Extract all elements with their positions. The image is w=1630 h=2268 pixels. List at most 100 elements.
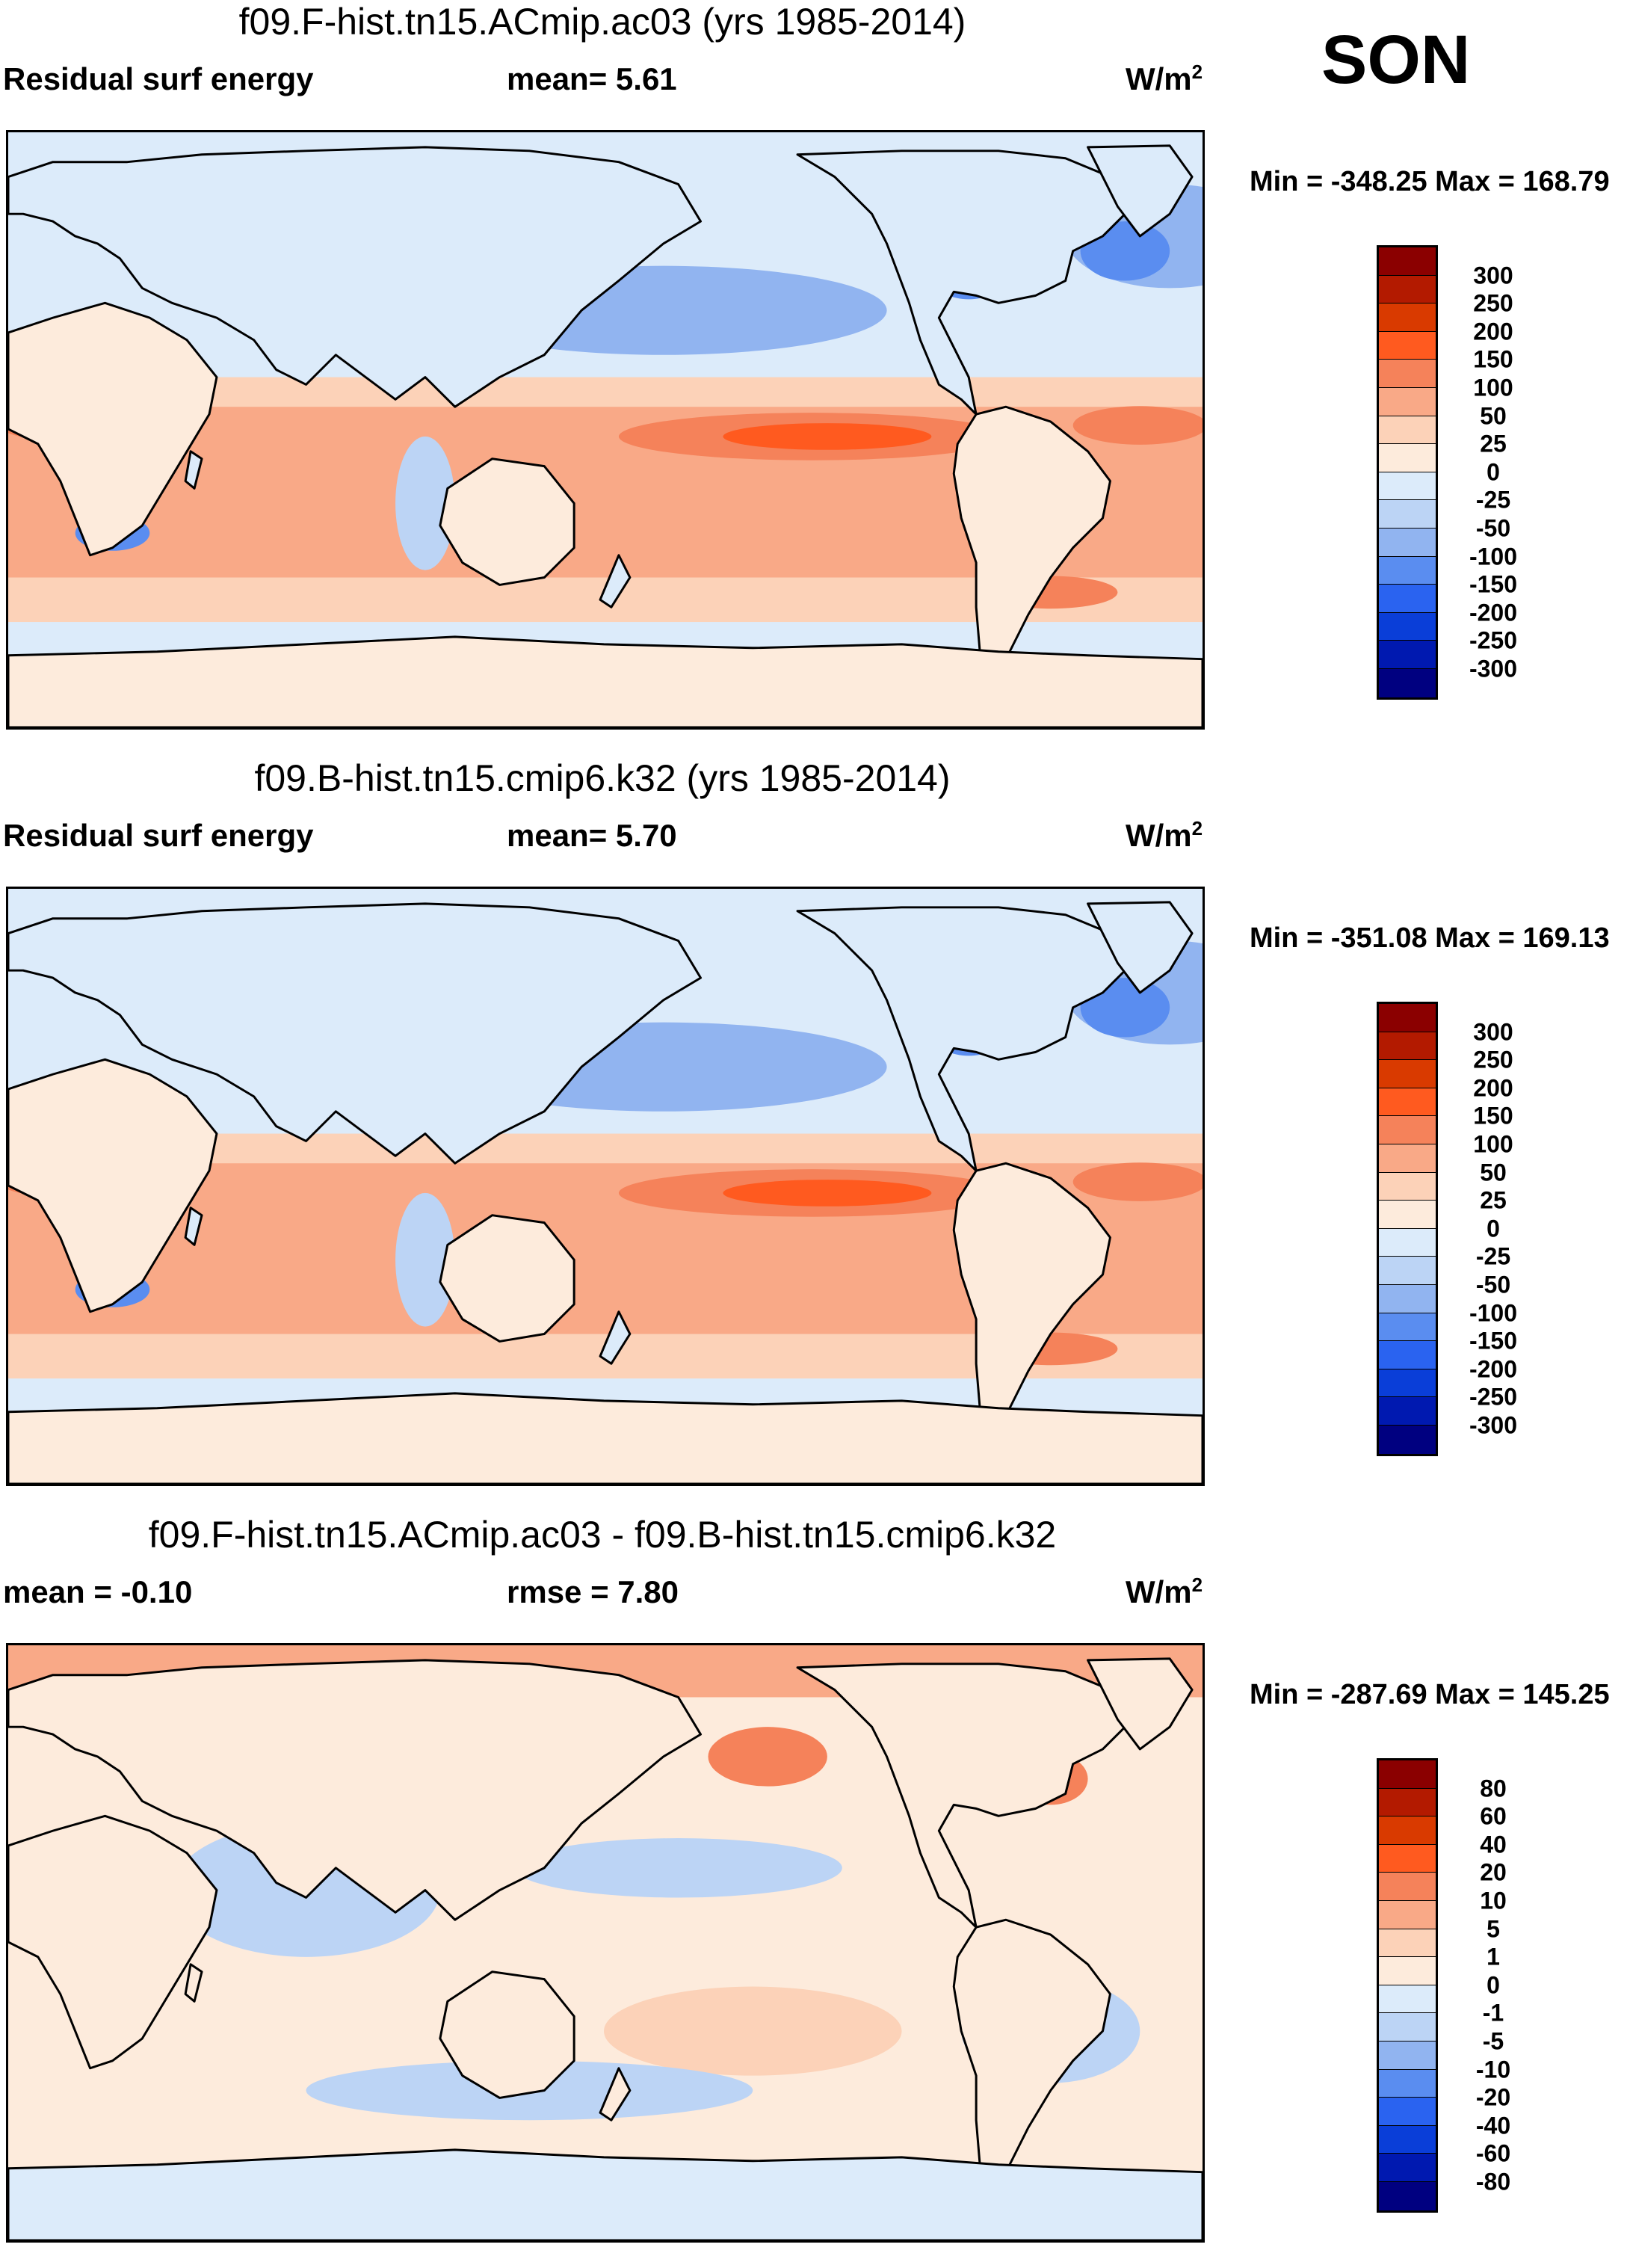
colorbar-swatch	[1379, 360, 1436, 388]
colorbar-swatch	[1379, 1004, 1436, 1032]
coastline-samerica	[952, 1918, 1111, 2195]
colorbar-swatch	[1379, 303, 1436, 332]
colorbar-swatch	[1379, 1257, 1436, 1285]
colorbar-tick-label: -25	[1475, 1242, 1511, 1270]
panel-title: f09.B-hist.tn15.cmip6.k32 (yrs 1985-2014…	[254, 757, 951, 799]
min-max-label: Min = -351.08 Max = 169.13	[1250, 922, 1610, 954]
colorbar-swatch	[1379, 2041, 1436, 2070]
world-map	[6, 887, 1205, 1486]
colorbar	[1377, 1758, 1438, 2213]
colorbar-swatch	[1379, 1844, 1436, 1873]
units-exponent: 2	[1191, 1574, 1203, 1596]
colorbar-swatch	[1379, 1032, 1436, 1061]
colorbar-tick-label: 0	[1487, 1215, 1500, 1242]
colorbar-swatch	[1379, 612, 1436, 641]
colorbar-swatch	[1379, 1369, 1436, 1398]
colorbar-tick-label: 60	[1480, 1802, 1507, 1830]
colorbar-tick-label: 0	[1487, 458, 1500, 486]
coastline-greenland	[1087, 901, 1194, 994]
colorbar-tick-label: -200	[1469, 599, 1518, 626]
colorbar-swatch	[1379, 1088, 1436, 1117]
units-label: W/m2	[1126, 61, 1203, 97]
colorbar-tick-label: 100	[1473, 374, 1513, 401]
units-exponent: 2	[1191, 61, 1203, 83]
colorbar-labels: 300 250 200 150 100 50 25 0 -25 -50 -100 -150 -200 -2…	[1448, 245, 1560, 698]
coastline-australia	[439, 1970, 575, 2099]
coastline-nz	[599, 2067, 632, 2121]
colorbar-tick-label: -50	[1475, 514, 1511, 542]
colorbar-swatch	[1379, 556, 1436, 585]
colorbar-tick-label: -40	[1475, 2112, 1511, 2139]
colorbar-tick-label: 0	[1487, 1971, 1500, 1999]
colorbar-swatch	[1379, 2098, 1436, 2126]
colorbar-tick-label: 20	[1480, 1858, 1507, 1886]
colorbar-swatch	[1379, 1313, 1436, 1342]
contour-map	[8, 1645, 1203, 2240]
variable-label: Residual surf energy	[3, 818, 314, 853]
units-base: W/m	[1126, 1574, 1192, 1609]
colorbar-tick-label: 300	[1473, 262, 1513, 289]
colorbar-swatch	[1379, 1201, 1436, 1229]
colorbar-swatch	[1379, 1060, 1436, 1088]
rmse-label: rmse = 7.80	[507, 1574, 679, 1609]
panel-title: f09.F-hist.tn15.ACmip.ac03 - f09.B-hist.…	[148, 1514, 1057, 1556]
colorbar-tick-label: -50	[1475, 1271, 1511, 1298]
colorbar-swatch	[1379, 585, 1436, 613]
colorbar-tick-label: -60	[1475, 2139, 1511, 2167]
min-max-label: Min = -287.69 Max = 145.25	[1250, 1679, 1610, 1710]
colorbar-tick-label: -250	[1469, 626, 1518, 654]
colorbar-tick-label: 200	[1473, 1074, 1513, 1102]
contour-map	[8, 132, 1203, 727]
colorbar-swatch	[1379, 641, 1436, 669]
colorbar-tick-label: -100	[1469, 543, 1518, 570]
colorbar-tick-label: 80	[1480, 1775, 1507, 1802]
panel-bottom: f09.F-hist.tn15.ACmip.ac03 - f09.B-hist.…	[0, 1513, 1630, 2268]
panel-title: f09.F-hist.tn15.ACmip.ac03 (yrs 1985-201…	[238, 1, 966, 43]
colorbar-swatch	[1379, 1172, 1436, 1201]
colorbar-swatch	[1379, 528, 1436, 557]
colorbar-swatch	[1379, 2125, 1436, 2154]
world-map	[6, 130, 1205, 730]
mean-label: mean= 5.61	[507, 61, 677, 96]
colorbar-tick-label: 300	[1473, 1018, 1513, 1046]
colorbar-tick-label: 150	[1473, 345, 1513, 373]
colorbar-tick-label: 5	[1487, 1915, 1500, 1943]
colorbar-tick-label: -250	[1469, 1383, 1518, 1411]
colorbar-tick-label: -300	[1469, 655, 1518, 682]
colorbar-swatch	[1379, 1957, 1436, 1985]
colorbar-swatch	[1379, 668, 1436, 697]
min-max-label: Min = -348.25 Max = 168.79	[1250, 166, 1610, 197]
colorbar-tick-label: 250	[1473, 1046, 1513, 1073]
colorbar-swatch	[1379, 2181, 1436, 2210]
coastline-eurasia	[8, 902, 703, 1165]
contour-map	[8, 889, 1203, 1484]
colorbar-swatch	[1379, 1144, 1436, 1173]
colorbar-swatch	[1379, 1929, 1436, 1958]
colorbar-swatch	[1379, 500, 1436, 529]
units-base: W/m	[1126, 818, 1192, 853]
panel-middle: f09.B-hist.tn15.cmip6.k32 (yrs 1985-2014…	[0, 756, 1630, 1512]
colorbar-swatch	[1379, 1397, 1436, 1426]
units-exponent: 2	[1191, 817, 1203, 839]
colorbar-tick-label: -300	[1469, 1411, 1518, 1439]
colorbar-swatch	[1379, 2069, 1436, 2098]
colorbar-swatch	[1379, 416, 1436, 445]
colorbar-tick-label: -20	[1475, 2083, 1511, 2111]
colorbar-tick-label: -1	[1482, 1999, 1504, 2027]
coastline-samerica	[952, 405, 1111, 682]
colorbar-tick-label: 25	[1480, 1186, 1507, 1214]
colorbar-tick-label: -100	[1469, 1299, 1518, 1327]
coastline-samerica	[952, 1162, 1111, 1439]
colorbar-tick-label: -200	[1469, 1355, 1518, 1383]
colorbar-tick-label: -5	[1482, 2027, 1504, 2055]
colorbar-swatch	[1379, 2154, 1436, 2182]
colorbar-tick-label: 50	[1480, 1159, 1507, 1186]
colorbar-swatch	[1379, 472, 1436, 501]
colorbar	[1377, 245, 1438, 700]
colorbar-labels: 300 250 200 150 100 50 25 0 -25 -50 -100 -150 -200 -2…	[1448, 1002, 1560, 1455]
coastline-australia	[439, 1214, 575, 1343]
colorbar-swatch	[1379, 387, 1436, 416]
colorbar-swatch	[1379, 1341, 1436, 1369]
colorbar-tick-label: -150	[1469, 570, 1518, 598]
colorbar-tick-label: 10	[1480, 1887, 1507, 1914]
